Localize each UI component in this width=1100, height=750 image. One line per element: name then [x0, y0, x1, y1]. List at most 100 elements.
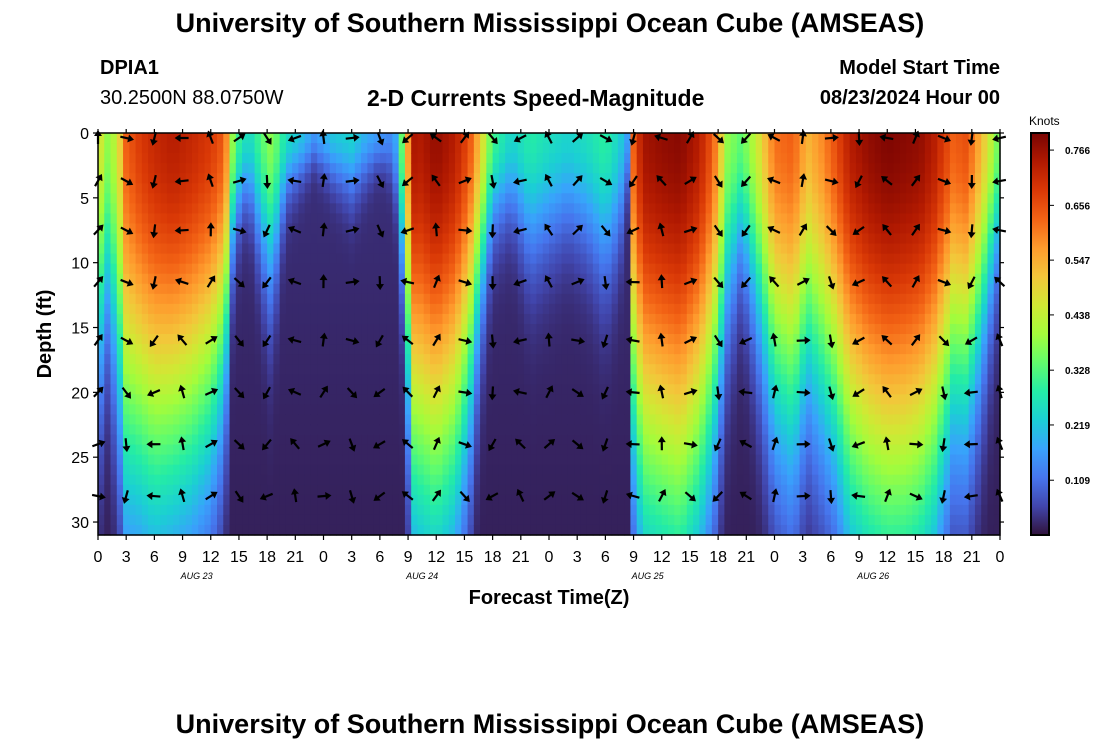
heatmap-cell — [661, 263, 669, 275]
heatmap-cell — [674, 213, 682, 225]
heatmap-cell — [173, 243, 181, 255]
heatmap-cell — [455, 394, 462, 405]
heatmap-cell — [761, 344, 769, 355]
heatmap-cell — [755, 524, 763, 536]
heatmap-cell — [711, 243, 719, 255]
heatmap-cell — [523, 414, 531, 426]
heatmap-cell — [605, 404, 613, 415]
heatmap-cell — [624, 243, 632, 255]
heatmap-cell — [498, 334, 506, 345]
heatmap-cell — [417, 173, 425, 184]
heatmap-cell — [668, 334, 675, 345]
heatmap-cell — [749, 183, 757, 194]
heatmap-cell — [116, 273, 124, 285]
heatmap-cell — [279, 404, 287, 415]
heatmap-cell — [787, 364, 794, 375]
heatmap-cell — [429, 474, 437, 486]
heatmap-cell — [511, 233, 519, 245]
heatmap-cell — [123, 143, 130, 154]
heatmap-cell — [636, 474, 644, 486]
heatmap-cell — [298, 434, 306, 446]
heatmap-cell — [555, 143, 563, 154]
heatmap-cell — [743, 474, 751, 486]
heatmap-cell — [361, 153, 368, 164]
heatmap-cell — [530, 524, 538, 536]
heatmap-cell — [398, 323, 406, 335]
heatmap-cell — [555, 273, 563, 285]
heatmap-cell — [749, 384, 757, 395]
heatmap-cell — [567, 273, 575, 285]
heatmap-cell — [849, 424, 857, 436]
heatmap-cell — [768, 484, 776, 496]
heatmap-cell — [486, 414, 494, 426]
heatmap-cell — [530, 364, 538, 375]
heatmap-cell — [392, 153, 400, 164]
heatmap-cell — [599, 504, 606, 516]
heatmap-cell — [135, 414, 143, 426]
heatmap-cell — [116, 434, 124, 446]
heatmap-cell — [304, 344, 312, 355]
heatmap-cell — [730, 223, 738, 235]
heatmap-cell — [323, 454, 331, 466]
heatmap-cell — [674, 524, 682, 536]
heatmap-cell — [273, 323, 281, 335]
heatmap-cell — [530, 394, 538, 405]
heatmap-cell — [849, 434, 857, 446]
heatmap-cell — [824, 464, 832, 476]
heatmap-cell — [517, 223, 525, 235]
heatmap-cell — [749, 203, 757, 214]
heatmap-cell — [498, 143, 506, 154]
heatmap-cell — [724, 364, 732, 375]
heatmap-cell — [780, 444, 788, 456]
heatmap-cell — [398, 474, 406, 486]
heatmap-cell — [423, 434, 431, 446]
heatmap-cell — [141, 464, 149, 476]
heatmap-cell — [273, 374, 281, 385]
heatmap-cell — [123, 484, 130, 496]
heatmap-cell — [505, 183, 513, 194]
heatmap-cell — [373, 233, 381, 245]
heatmap-cell — [179, 143, 187, 154]
heatmap-cell — [304, 374, 312, 385]
heatmap-cell — [173, 364, 181, 375]
heatmap-cell — [185, 514, 193, 526]
heatmap-cell — [342, 183, 350, 194]
heatmap-cell — [354, 344, 362, 355]
heatmap-cell — [830, 163, 838, 174]
heatmap-cell — [148, 484, 155, 496]
heatmap-cell — [749, 504, 757, 516]
heatmap-cell — [223, 153, 231, 164]
heatmap-cell — [267, 414, 274, 426]
heatmap-cell — [693, 183, 700, 194]
heatmap-cell — [699, 263, 707, 275]
heatmap-cell — [649, 364, 657, 375]
heatmap-cell — [317, 464, 325, 476]
heatmap-cell — [292, 384, 300, 395]
heatmap-cell — [442, 514, 450, 526]
heatmap-cell — [605, 293, 613, 305]
heatmap-cell — [523, 303, 531, 315]
heatmap-cell — [242, 143, 249, 154]
heatmap-cell — [599, 334, 606, 345]
heatmap-cell — [730, 263, 738, 275]
heatmap-cell — [480, 514, 487, 526]
heatmap-cell — [536, 424, 544, 436]
heatmap-cell — [549, 133, 556, 144]
heatmap-cell — [611, 414, 619, 426]
heatmap-cell — [705, 243, 713, 255]
heatmap-cell — [273, 424, 281, 436]
heatmap-cell — [787, 334, 794, 345]
heatmap-cell — [805, 524, 813, 536]
heatmap-cell — [718, 223, 725, 235]
heatmap-cell — [317, 484, 325, 496]
heatmap-cell — [204, 484, 212, 496]
heatmap-cell — [310, 283, 318, 295]
heatmap-cell — [655, 243, 663, 255]
heatmap-cell — [780, 454, 788, 466]
model-start-label: Model Start Time — [839, 57, 1000, 79]
heatmap-cell — [279, 334, 287, 345]
heatmap-cell — [830, 193, 838, 204]
heatmap-cell — [505, 243, 513, 255]
heatmap-cell — [298, 444, 306, 456]
heatmap-cell — [273, 364, 281, 375]
